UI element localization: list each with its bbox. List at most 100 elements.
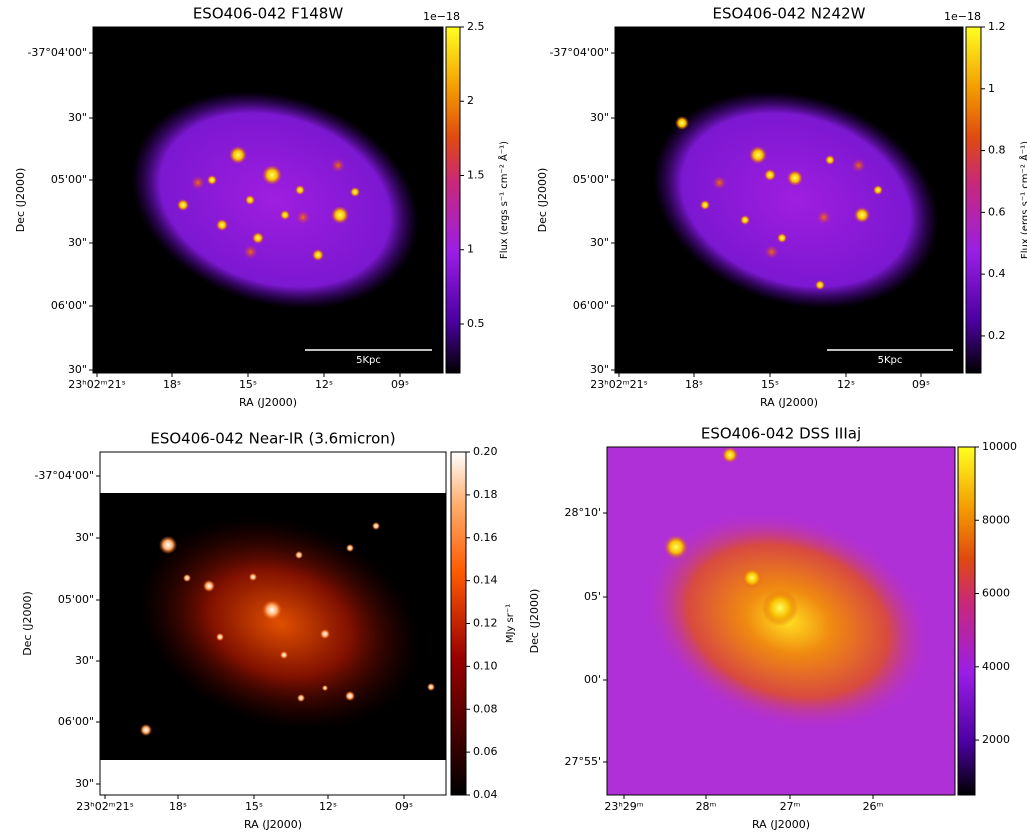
faint-knot bbox=[816, 210, 831, 225]
panel-title: ESO406-042 N242W bbox=[713, 5, 866, 23]
x-tick-label: 23ʰ02ᵐ21ˢ bbox=[76, 800, 133, 813]
colorbar-label: MJy sr⁻¹ bbox=[505, 604, 516, 643]
bright-source bbox=[664, 535, 688, 559]
bright-source bbox=[252, 232, 264, 244]
colorbar-offset: 1e−18 bbox=[944, 10, 981, 23]
colorbar-tick-label: 1.5 bbox=[467, 168, 485, 181]
colorbar-tick-label: 0.06 bbox=[473, 745, 498, 758]
colorbar-tick-label: 10000 bbox=[982, 440, 1017, 453]
y-tick-label: 05' bbox=[584, 590, 601, 603]
colorbar-label: Flux (ergs s⁻¹ cm⁻² Å⁻¹) bbox=[1018, 141, 1027, 259]
y-axis-label: Dec (J2000) bbox=[528, 589, 541, 654]
y-tick-label: 30" bbox=[590, 236, 609, 249]
bright-source bbox=[345, 691, 355, 701]
colorbar-tick-label: 0.6 bbox=[988, 205, 1006, 218]
galaxy-emission bbox=[131, 91, 419, 309]
x-tick-label: 23ʰ29ᵐ bbox=[604, 800, 643, 813]
x-tick-label: 18ˢ bbox=[169, 800, 187, 813]
colorbar-tick-label: 1.2 bbox=[988, 20, 1006, 33]
colorbar-tick-label: 0.2 bbox=[988, 329, 1006, 342]
colorbar-tick-label: 0.04 bbox=[473, 788, 498, 801]
x-tick-label: 12ˢ bbox=[837, 378, 855, 391]
colorbar-tick-label: 0.14 bbox=[473, 574, 498, 587]
bright-source bbox=[742, 568, 762, 588]
y-tick-label: -37°04'00" bbox=[34, 469, 94, 482]
bright-source bbox=[216, 219, 228, 231]
x-tick-label: 09ˢ bbox=[395, 800, 413, 813]
panel: ESO406-042 N242W 5Kpc -37°04'00" 30" 05'00" 3… bbox=[536, 5, 1027, 410]
y-tick-label: 30" bbox=[68, 111, 87, 124]
bright-source bbox=[762, 590, 798, 626]
y-axis-label: Dec (J2000) bbox=[536, 168, 549, 233]
image-frame bbox=[606, 446, 956, 796]
bright-source bbox=[262, 600, 282, 620]
panel: ESO406-042 Near-IR (3.6micron) -37°04'00"… bbox=[21, 430, 516, 832]
colorbar-tick-label: 8000 bbox=[982, 513, 1010, 526]
faint-knot bbox=[851, 158, 866, 173]
bright-source bbox=[764, 169, 776, 181]
y-tick-label: 30" bbox=[590, 363, 609, 376]
no-data-band bbox=[100, 760, 446, 795]
x-tick-label: 26ᵐ bbox=[863, 800, 884, 813]
bright-source bbox=[183, 574, 191, 582]
scale-bar-label: 5Kpc bbox=[356, 355, 381, 366]
bright-source bbox=[229, 146, 247, 164]
colorbar-offset: 1e−18 bbox=[423, 10, 460, 23]
y-tick-label: 05'00" bbox=[51, 173, 87, 186]
x-axis-label: RA (J2000) bbox=[760, 396, 818, 409]
no-data-band bbox=[100, 452, 446, 493]
colorbar-tick-label: 4000 bbox=[982, 660, 1010, 673]
bright-source bbox=[427, 683, 435, 691]
bright-source bbox=[749, 146, 767, 164]
faint-knot bbox=[764, 244, 779, 259]
colorbar-tick-label: 2000 bbox=[982, 733, 1010, 746]
colorbar-tick-label: 0.16 bbox=[473, 531, 498, 544]
x-tick-label: 27ᵐ bbox=[780, 800, 801, 813]
bright-source bbox=[331, 206, 349, 224]
galaxy-emission bbox=[653, 91, 939, 309]
x-tick-label: 15ˢ bbox=[761, 378, 779, 391]
bright-source bbox=[249, 573, 257, 581]
y-tick-label: 30" bbox=[75, 777, 94, 790]
panel: ESO406-042 F148W 5Kpc -37°04'00" 30" 05'00" 3… bbox=[14, 5, 510, 410]
bright-source bbox=[825, 155, 835, 165]
y-tick-label: 30" bbox=[68, 363, 87, 376]
bright-source bbox=[722, 447, 738, 463]
panel-title: ESO406-042 F148W bbox=[193, 5, 344, 23]
colorbar-tick-label: 0.12 bbox=[473, 617, 498, 630]
bright-source bbox=[177, 199, 189, 211]
panel: ESO406-042 DSS IIIaj 28°10' 05' 00' 27°55' 23… bbox=[528, 425, 1017, 832]
bright-source bbox=[322, 685, 328, 691]
y-tick-label: 00' bbox=[584, 673, 601, 686]
colorbar bbox=[450, 451, 467, 796]
bright-source bbox=[787, 170, 803, 186]
x-tick-label: 09ˢ bbox=[391, 378, 409, 391]
x-tick-label: 28ᵐ bbox=[696, 800, 717, 813]
bright-source bbox=[346, 544, 354, 552]
bright-source bbox=[372, 522, 380, 530]
y-tick-label: 27°55' bbox=[564, 755, 601, 768]
faint-knot bbox=[243, 244, 258, 259]
colorbar bbox=[957, 446, 976, 796]
x-tick-label: 12ˢ bbox=[315, 378, 333, 391]
galaxy-emission bbox=[138, 515, 422, 732]
x-axis-label: RA (J2000) bbox=[239, 396, 297, 409]
y-tick-label: -37°04'00" bbox=[27, 46, 87, 59]
x-axis-label: RA (J2000) bbox=[752, 818, 810, 831]
bright-source bbox=[312, 249, 324, 261]
x-tick-label: 12ˢ bbox=[319, 800, 337, 813]
bright-source bbox=[320, 629, 330, 639]
bright-source bbox=[159, 536, 177, 554]
x-tick-label: 23ʰ02ᵐ21ˢ bbox=[68, 378, 125, 391]
y-tick-label: 28°10' bbox=[564, 506, 601, 519]
bright-source bbox=[245, 195, 255, 205]
x-axis-label: RA (J2000) bbox=[244, 818, 302, 831]
y-tick-label: 30" bbox=[590, 111, 609, 124]
colorbar-tick-label: 0.20 bbox=[473, 445, 498, 458]
x-tick-label: 09ˢ bbox=[912, 378, 930, 391]
bright-source bbox=[297, 694, 305, 702]
y-tick-label: 05'00" bbox=[58, 593, 94, 606]
x-tick-label: 18ˢ bbox=[685, 378, 703, 391]
y-tick-label: 06'00" bbox=[51, 299, 87, 312]
y-tick-label: 30" bbox=[75, 531, 94, 544]
